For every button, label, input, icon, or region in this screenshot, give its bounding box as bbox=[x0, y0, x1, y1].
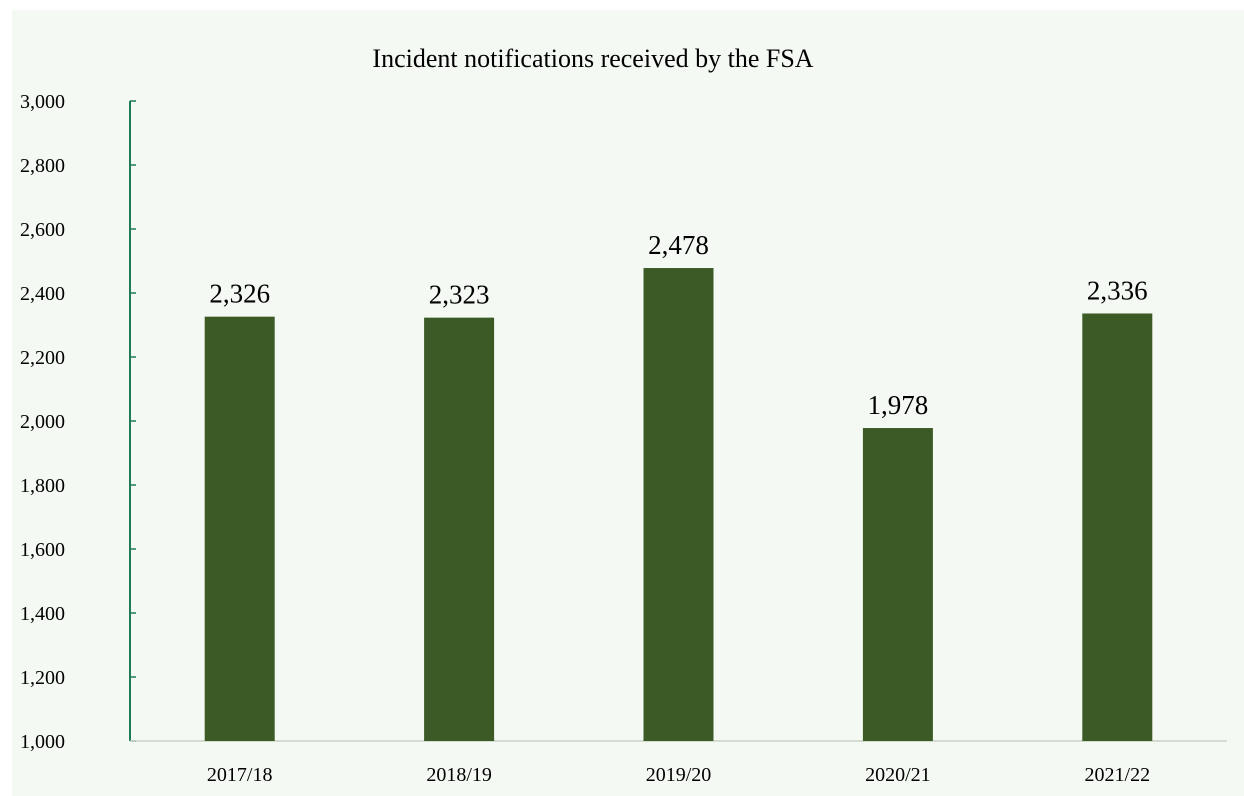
y-tick-label: 1,000 bbox=[20, 731, 65, 753]
y-tick-label: 2,200 bbox=[20, 347, 65, 369]
y-tick-label: 1,400 bbox=[20, 603, 65, 625]
y-tick-label: 2,400 bbox=[20, 283, 65, 305]
chart-title: Incident notifications received by the F… bbox=[372, 44, 813, 73]
bar-2021-22 bbox=[1082, 313, 1153, 741]
y-axis: 1,000 1,200 1,400 1,600 1,800 2,000 2,200 2,400… bbox=[20, 91, 136, 753]
y-tick-label: 2,000 bbox=[20, 411, 65, 433]
bars bbox=[204, 268, 1153, 741]
y-tick-label: 1,800 bbox=[20, 475, 65, 497]
data-labels: 2,326 2,323 2,478 1,978 2,336 bbox=[209, 230, 1147, 420]
x-tick-label: 2017/18 bbox=[207, 764, 273, 786]
y-tick-label: 2,800 bbox=[20, 155, 65, 177]
x-tick-label: 2019/20 bbox=[646, 764, 712, 786]
data-label: 2,336 bbox=[1087, 275, 1148, 305]
x-tick-label: 2020/21 bbox=[865, 764, 931, 786]
data-label: 1,978 bbox=[868, 390, 929, 420]
x-tick-label: 2021/22 bbox=[1085, 764, 1151, 786]
y-tick-label: 2,600 bbox=[20, 219, 65, 241]
data-label: 2,323 bbox=[429, 280, 490, 310]
y-tick-label: 3,000 bbox=[20, 91, 65, 113]
bar-chart: Incident notifications received by the F… bbox=[20, 44, 1227, 786]
chart-area: Incident notifications received by the F… bbox=[12, 10, 1244, 796]
data-label: 2,478 bbox=[648, 230, 709, 260]
data-label: 2,326 bbox=[209, 279, 270, 309]
x-axis: 2017/18 2018/19 2019/20 2020/21 2021/22 bbox=[130, 740, 1227, 786]
bar-2017-18 bbox=[204, 316, 275, 741]
x-tick-label: 2018/19 bbox=[426, 764, 492, 786]
y-tick-label: 1,200 bbox=[20, 667, 65, 689]
bar-2019-20 bbox=[643, 268, 714, 741]
y-tick-label: 1,600 bbox=[20, 539, 65, 561]
bar-2020-21 bbox=[862, 428, 933, 741]
bar-2018-19 bbox=[424, 317, 495, 741]
